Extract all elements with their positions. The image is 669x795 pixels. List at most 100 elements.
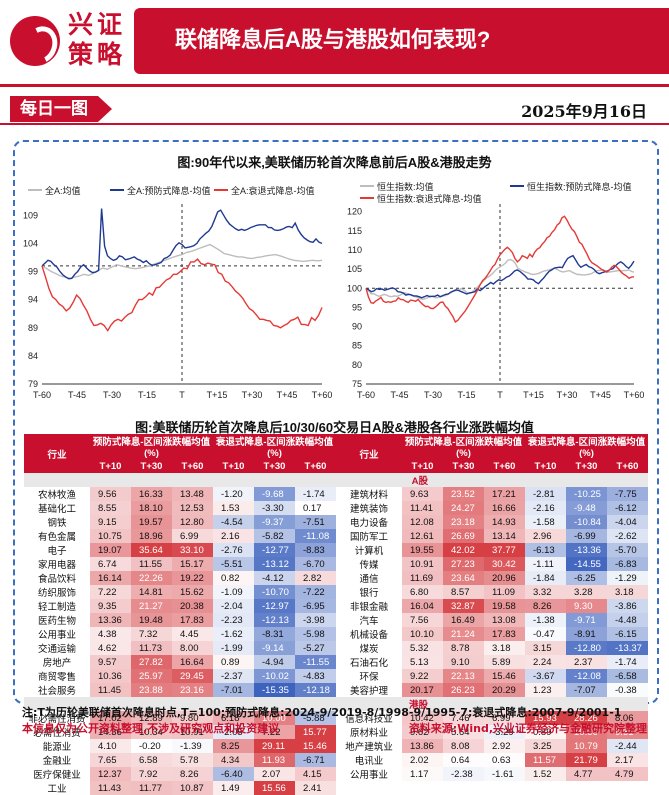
value-cell: -4.12 [254, 571, 295, 585]
section-label-hk: 港股 [24, 697, 648, 711]
value-cell: -3.98 [295, 613, 336, 627]
value-cell: 10.34 [131, 725, 172, 739]
table-row: 纺织服饰 7.22 14.81 15.62 -1.09 -10.70 -7.22 银行 6.80… [24, 585, 648, 599]
value-cell: -6.71 [295, 753, 336, 767]
report-date: 2025年9月16日 [521, 102, 647, 121]
value-cell: 18.96 [131, 529, 172, 543]
value-cell: 19.58 [484, 599, 525, 613]
daily-label: 每日一图 [10, 96, 112, 122]
value-cell: 6.99 [172, 529, 213, 543]
value-cell: -2.05 [213, 725, 254, 739]
industry-name: 商贸零售 [37, 672, 76, 683]
legend-label-0: 全A:均值 [45, 185, 81, 196]
value-cell: 0.89 [525, 725, 566, 739]
value-cell: -9.37 [254, 515, 295, 529]
value-cell: 8.00 [172, 641, 213, 655]
value-cell: 16.64 [172, 655, 213, 669]
value-cell: -12.13 [254, 613, 295, 627]
industry-name: 医疗保健业 [33, 770, 81, 781]
col-header-period: T+30 [566, 459, 607, 473]
value-cell: 5.78 [172, 753, 213, 767]
legend-label-1: 全A:预防式降息-均值 [127, 185, 211, 196]
value-cell: 3.28 [566, 585, 607, 599]
value-cell: 15.46 [484, 669, 525, 683]
chart1-title: 图:90年代以来,美联储历轮首次降息前后A股&港股走势 [177, 155, 492, 170]
x-tick-label: T+15 [207, 390, 228, 400]
col-header-industry: 行业 [24, 434, 90, 473]
value-cell: 11.57 [525, 753, 566, 767]
value-cell: 3.25 [525, 739, 566, 753]
y-tick-label: 79 [28, 379, 38, 389]
x-tick-label: T+30 [557, 390, 578, 400]
series-line-0 [41, 243, 323, 280]
value-cell: 9.15 [90, 515, 131, 529]
legend-label-0: 恒生指数:均值 [377, 181, 434, 192]
industry-name: 纺织服饰 [37, 588, 76, 599]
value-cell: -0.47 [525, 627, 566, 641]
value-cell: 10.75 [90, 529, 131, 543]
table-row: 医药生物 13.36 19.48 17.83 -2.23 -12.13 -3.98 汽车 7.5… [24, 613, 648, 627]
value-cell: 8.26 [172, 767, 213, 781]
value-cell: 19.22 [172, 571, 213, 585]
y-tick-label: 80 [352, 360, 362, 370]
industry-name: 公用事业 [37, 630, 76, 641]
value-cell: 0.82 [213, 571, 254, 585]
x-tick-label: T-45 [390, 390, 408, 400]
value-cell: 42.02 [443, 543, 484, 557]
industry-name: 石油石化 [349, 658, 388, 669]
value-cell: 12.61 [402, 529, 443, 543]
chart-a-share: 全A:均值 全A:预防式降息-均值 全A:衰退式降息-均值 79 84 89 94 99 104… [23, 185, 332, 400]
value-cell: 15.17 [172, 557, 213, 571]
value-cell: -1.29 [607, 571, 648, 585]
value-cell: -6.13 [525, 543, 566, 557]
industry-name: 传媒 [359, 560, 379, 571]
industry-name: 银行 [359, 588, 379, 599]
value-cell: -10.84 [566, 515, 607, 529]
industry-name: 金融业 [42, 756, 72, 767]
value-cell: 20.38 [172, 599, 213, 613]
value-cell: -9.71 [566, 613, 607, 627]
table-row: 医疗保健业 12.37 7.92 8.26 -6.40 2.07 4.15 公用事业 1.17-… [24, 767, 648, 781]
value-cell: 16.04 [402, 599, 443, 613]
value-cell: 21.27 [131, 599, 172, 613]
value-cell: -2.81 [525, 487, 566, 501]
x-tick-label: T-30 [103, 390, 121, 400]
value-cell: 15.93 [525, 711, 566, 725]
value-cell: 2.02 [402, 753, 443, 767]
value-cell: -6.40 [213, 767, 254, 781]
title-banner [134, 8, 669, 74]
x-tick-label: T+60 [624, 390, 645, 400]
y-tick-label: 109 [23, 210, 38, 220]
value-cell: 10.00 [254, 711, 295, 725]
value-cell: -1.84 [525, 571, 566, 585]
y-tick-label: 115 [348, 226, 362, 236]
value-cell: -1.99 [213, 641, 254, 655]
value-cell: 3.32 [525, 585, 566, 599]
value-cell: 2.82 [295, 571, 336, 585]
value-cell: -13.37 [607, 641, 648, 655]
value-cell: -12.77 [254, 543, 295, 557]
value-cell: 7.32 [131, 627, 172, 641]
value-cell: 13.48 [172, 487, 213, 501]
data-source: 资料来源:Wind,兴业证券经济与金融研究院整理 [408, 722, 647, 735]
value-cell: 8.06 [607, 711, 648, 725]
table-row: 非必需性消费 17.02 12.89 9.80 6.18 10.00 -5.88 信息科技业 1… [24, 711, 648, 725]
col-header-industry: 行业 [336, 434, 402, 473]
industry-name: 环保 [359, 672, 379, 683]
chart2-title: 图:美联储历轮首次降息后10/30/60交易日A股&港股各行业涨跌幅均值 [135, 420, 534, 435]
industry-name: 电讯业 [354, 756, 384, 767]
value-cell: -7.22 [295, 585, 336, 599]
value-cell: 10.42 [402, 711, 443, 725]
value-cell: -5.51 [213, 557, 254, 571]
value-cell: -3.86 [607, 599, 648, 613]
value-cell: 9.30 [566, 599, 607, 613]
series-line-2 [365, 215, 635, 324]
value-cell: -8.31 [254, 627, 295, 641]
value-cell: 10.91 [402, 557, 443, 571]
value-cell: -2.16 [525, 501, 566, 515]
value-cell: 20.17 [402, 683, 443, 697]
industry-name: 通信 [359, 574, 379, 585]
y-tick-label: 84 [28, 351, 38, 361]
value-cell: 16.33 [131, 487, 172, 501]
y-tick-label: 75 [352, 379, 362, 389]
